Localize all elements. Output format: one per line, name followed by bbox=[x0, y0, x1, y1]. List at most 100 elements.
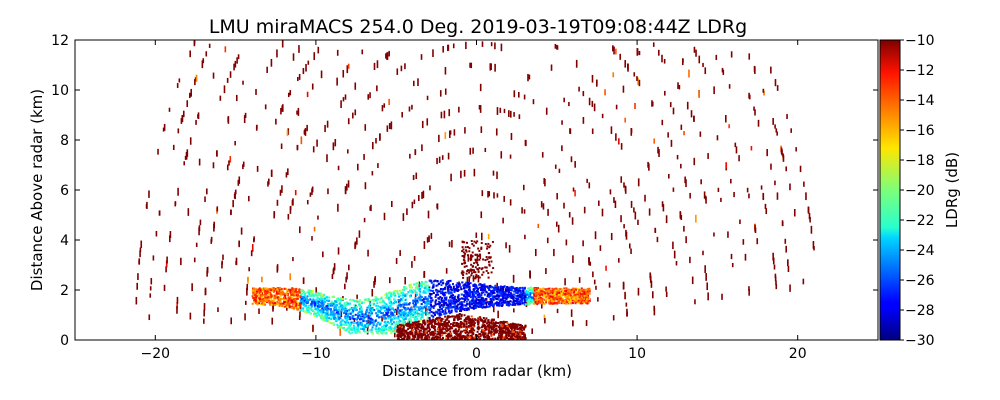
data-cell bbox=[497, 291, 500, 294]
data-cell bbox=[263, 290, 266, 293]
data-cell bbox=[342, 304, 345, 307]
data-cell bbox=[289, 205, 292, 211]
data-cell bbox=[430, 305, 433, 308]
data-cell bbox=[343, 323, 346, 326]
data-cell bbox=[394, 294, 397, 297]
data-cell bbox=[289, 302, 292, 305]
data-cell bbox=[782, 155, 785, 162]
data-cell bbox=[504, 291, 507, 294]
data-cell bbox=[452, 285, 455, 288]
data-cell bbox=[313, 300, 316, 303]
data-cell bbox=[537, 223, 540, 228]
data-cell bbox=[595, 79, 598, 87]
data-cell bbox=[428, 286, 431, 289]
data-cell bbox=[464, 293, 467, 296]
data-cell bbox=[587, 301, 590, 304]
data-cell bbox=[343, 320, 346, 323]
data-cell bbox=[409, 285, 412, 288]
data-cell bbox=[580, 300, 583, 303]
data-cell bbox=[343, 328, 346, 331]
data-cell bbox=[436, 312, 439, 315]
data-cell bbox=[251, 244, 254, 252]
data-cell bbox=[588, 97, 591, 106]
data-cell bbox=[464, 304, 467, 307]
data-cell bbox=[557, 288, 560, 291]
data-cell bbox=[385, 308, 388, 311]
data-cell bbox=[610, 126, 613, 134]
data-cell bbox=[715, 54, 718, 60]
data-cell bbox=[337, 314, 340, 317]
data-cell bbox=[693, 115, 695, 123]
data-cell bbox=[624, 60, 627, 68]
data-cell bbox=[557, 294, 560, 297]
data-cell bbox=[417, 288, 420, 291]
data-cell bbox=[460, 170, 462, 179]
data-cell bbox=[344, 298, 347, 301]
data-cell bbox=[488, 285, 491, 288]
data-cell bbox=[450, 292, 453, 295]
data-cell bbox=[556, 193, 558, 200]
data-cell bbox=[566, 300, 569, 303]
data-cell bbox=[522, 291, 525, 294]
data-cell bbox=[725, 162, 727, 169]
data-cell bbox=[386, 304, 389, 307]
data-cell bbox=[296, 291, 299, 294]
data-cell bbox=[634, 102, 636, 110]
data-cell bbox=[426, 318, 429, 321]
data-cell bbox=[395, 323, 398, 326]
data-cell bbox=[438, 310, 441, 313]
data-cell bbox=[311, 289, 314, 292]
data-cell bbox=[524, 303, 527, 306]
data-cell bbox=[369, 317, 372, 320]
data-cell bbox=[502, 294, 505, 297]
data-cell bbox=[420, 303, 423, 306]
data-cell bbox=[572, 187, 575, 192]
data-cell bbox=[695, 214, 697, 223]
data-cell bbox=[248, 195, 250, 202]
data-cell bbox=[320, 296, 323, 299]
data-cell bbox=[354, 109, 357, 116]
data-cell bbox=[331, 295, 334, 298]
data-cell bbox=[383, 103, 386, 108]
data-cell bbox=[420, 296, 423, 299]
data-cell bbox=[464, 127, 466, 134]
data-cell bbox=[556, 308, 559, 314]
data-cell bbox=[706, 282, 709, 291]
data-cell bbox=[728, 124, 730, 129]
data-cell bbox=[392, 292, 395, 295]
data-cell bbox=[288, 305, 291, 308]
data-cell bbox=[563, 290, 566, 293]
data-cell bbox=[357, 312, 360, 315]
data-cell bbox=[773, 264, 776, 270]
data-cell bbox=[354, 313, 357, 316]
data-cell bbox=[557, 300, 560, 303]
data-cell bbox=[383, 321, 386, 324]
data-cell bbox=[321, 300, 324, 303]
data-cell bbox=[413, 304, 416, 307]
data-cell bbox=[172, 144, 175, 150]
data-cell bbox=[381, 332, 384, 335]
data-cell bbox=[620, 143, 623, 150]
data-cell bbox=[276, 299, 279, 302]
data-cell bbox=[731, 262, 734, 268]
data-cell bbox=[480, 232, 483, 241]
data-cell bbox=[503, 108, 506, 114]
data-cell bbox=[413, 289, 416, 292]
data-cell bbox=[242, 164, 244, 170]
data-cell bbox=[397, 315, 400, 318]
data-cell bbox=[483, 300, 486, 303]
data-cell bbox=[303, 297, 306, 300]
data-cell bbox=[520, 295, 523, 298]
data-cell bbox=[392, 302, 395, 305]
data-cell bbox=[295, 291, 298, 294]
data-cell bbox=[367, 323, 370, 326]
data-cell bbox=[447, 44, 450, 51]
data-cell bbox=[400, 312, 403, 315]
data-cell bbox=[489, 301, 492, 304]
data-cell bbox=[449, 130, 452, 135]
data-cell bbox=[312, 293, 315, 296]
data-cell bbox=[380, 312, 383, 315]
data-cell bbox=[340, 307, 343, 310]
data-cell bbox=[497, 298, 500, 301]
data-cell bbox=[426, 316, 429, 319]
